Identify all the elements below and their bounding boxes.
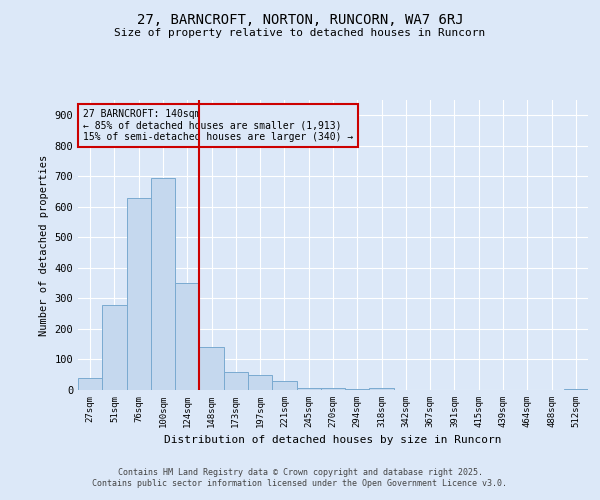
Text: 27, BARNCROFT, NORTON, RUNCORN, WA7 6RJ: 27, BARNCROFT, NORTON, RUNCORN, WA7 6RJ (137, 12, 463, 26)
Text: 27 BARNCROFT: 140sqm
← 85% of detached houses are smaller (1,913)
15% of semi-de: 27 BARNCROFT: 140sqm ← 85% of detached h… (83, 108, 353, 142)
Bar (296, 388, 321, 390)
Bar (370, 388, 394, 390)
Bar (102, 304, 127, 390)
Bar (564, 389, 588, 390)
Bar (248, 374, 272, 390)
Text: Contains HM Land Registry data © Crown copyright and database right 2025.
Contai: Contains HM Land Registry data © Crown c… (92, 468, 508, 487)
Bar (175, 283, 199, 390)
Y-axis label: Number of detached properties: Number of detached properties (39, 154, 49, 336)
Bar (321, 388, 345, 390)
Bar (199, 348, 224, 390)
X-axis label: Distribution of detached houses by size in Runcorn: Distribution of detached houses by size … (164, 436, 502, 446)
Bar (151, 178, 175, 390)
Bar (272, 381, 296, 390)
Bar (127, 198, 151, 390)
Text: Size of property relative to detached houses in Runcorn: Size of property relative to detached ho… (115, 28, 485, 38)
Bar (224, 372, 248, 390)
Bar (78, 378, 102, 390)
